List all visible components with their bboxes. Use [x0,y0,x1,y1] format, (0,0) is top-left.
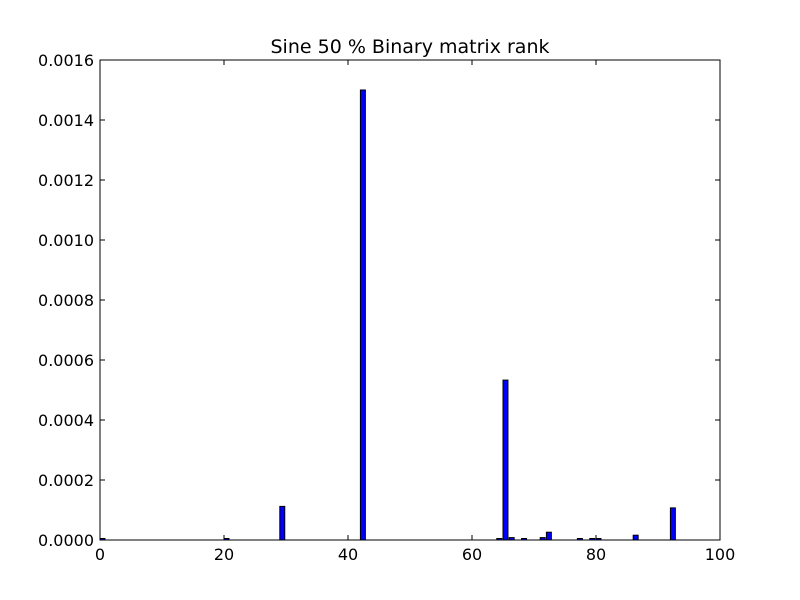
y-tick-label: 0.0000 [38,531,94,550]
x-tick-label: 20 [214,545,234,564]
chart-title: Sine 50 % Binary matrix rank [271,36,550,58]
y-tick-label: 0.0016 [38,51,94,70]
y-tick-label: 0.0010 [38,231,94,250]
plot-frame [99,59,721,541]
x-tick-label: 80 [586,545,606,564]
axis-ticks: 0 20 40 60 80 100 0.0000 0.0002 0.0004 0.0006 0.00… [38,51,735,564]
y-tick-label: 0.0006 [38,351,94,370]
y-tick-label: 0.0008 [38,291,94,310]
x-tick-label: 60 [462,545,482,564]
x-tick-label: 40 [338,545,358,564]
bar-29 [279,505,286,541]
bar-group [99,89,676,541]
bar-72 [545,531,552,541]
y-tick-label: 0.0002 [38,471,94,490]
bar-42 [359,89,366,541]
y-tick-label: 0.0004 [38,411,94,430]
bar-86 [632,534,639,541]
bar-65 [502,379,509,541]
y-tick-label: 0.0014 [38,111,94,130]
y-tick-label: 0.0012 [38,171,94,190]
bar-92 [669,507,676,541]
x-tick-label: 100 [705,545,736,564]
x-tick-label: 0 [95,545,105,564]
